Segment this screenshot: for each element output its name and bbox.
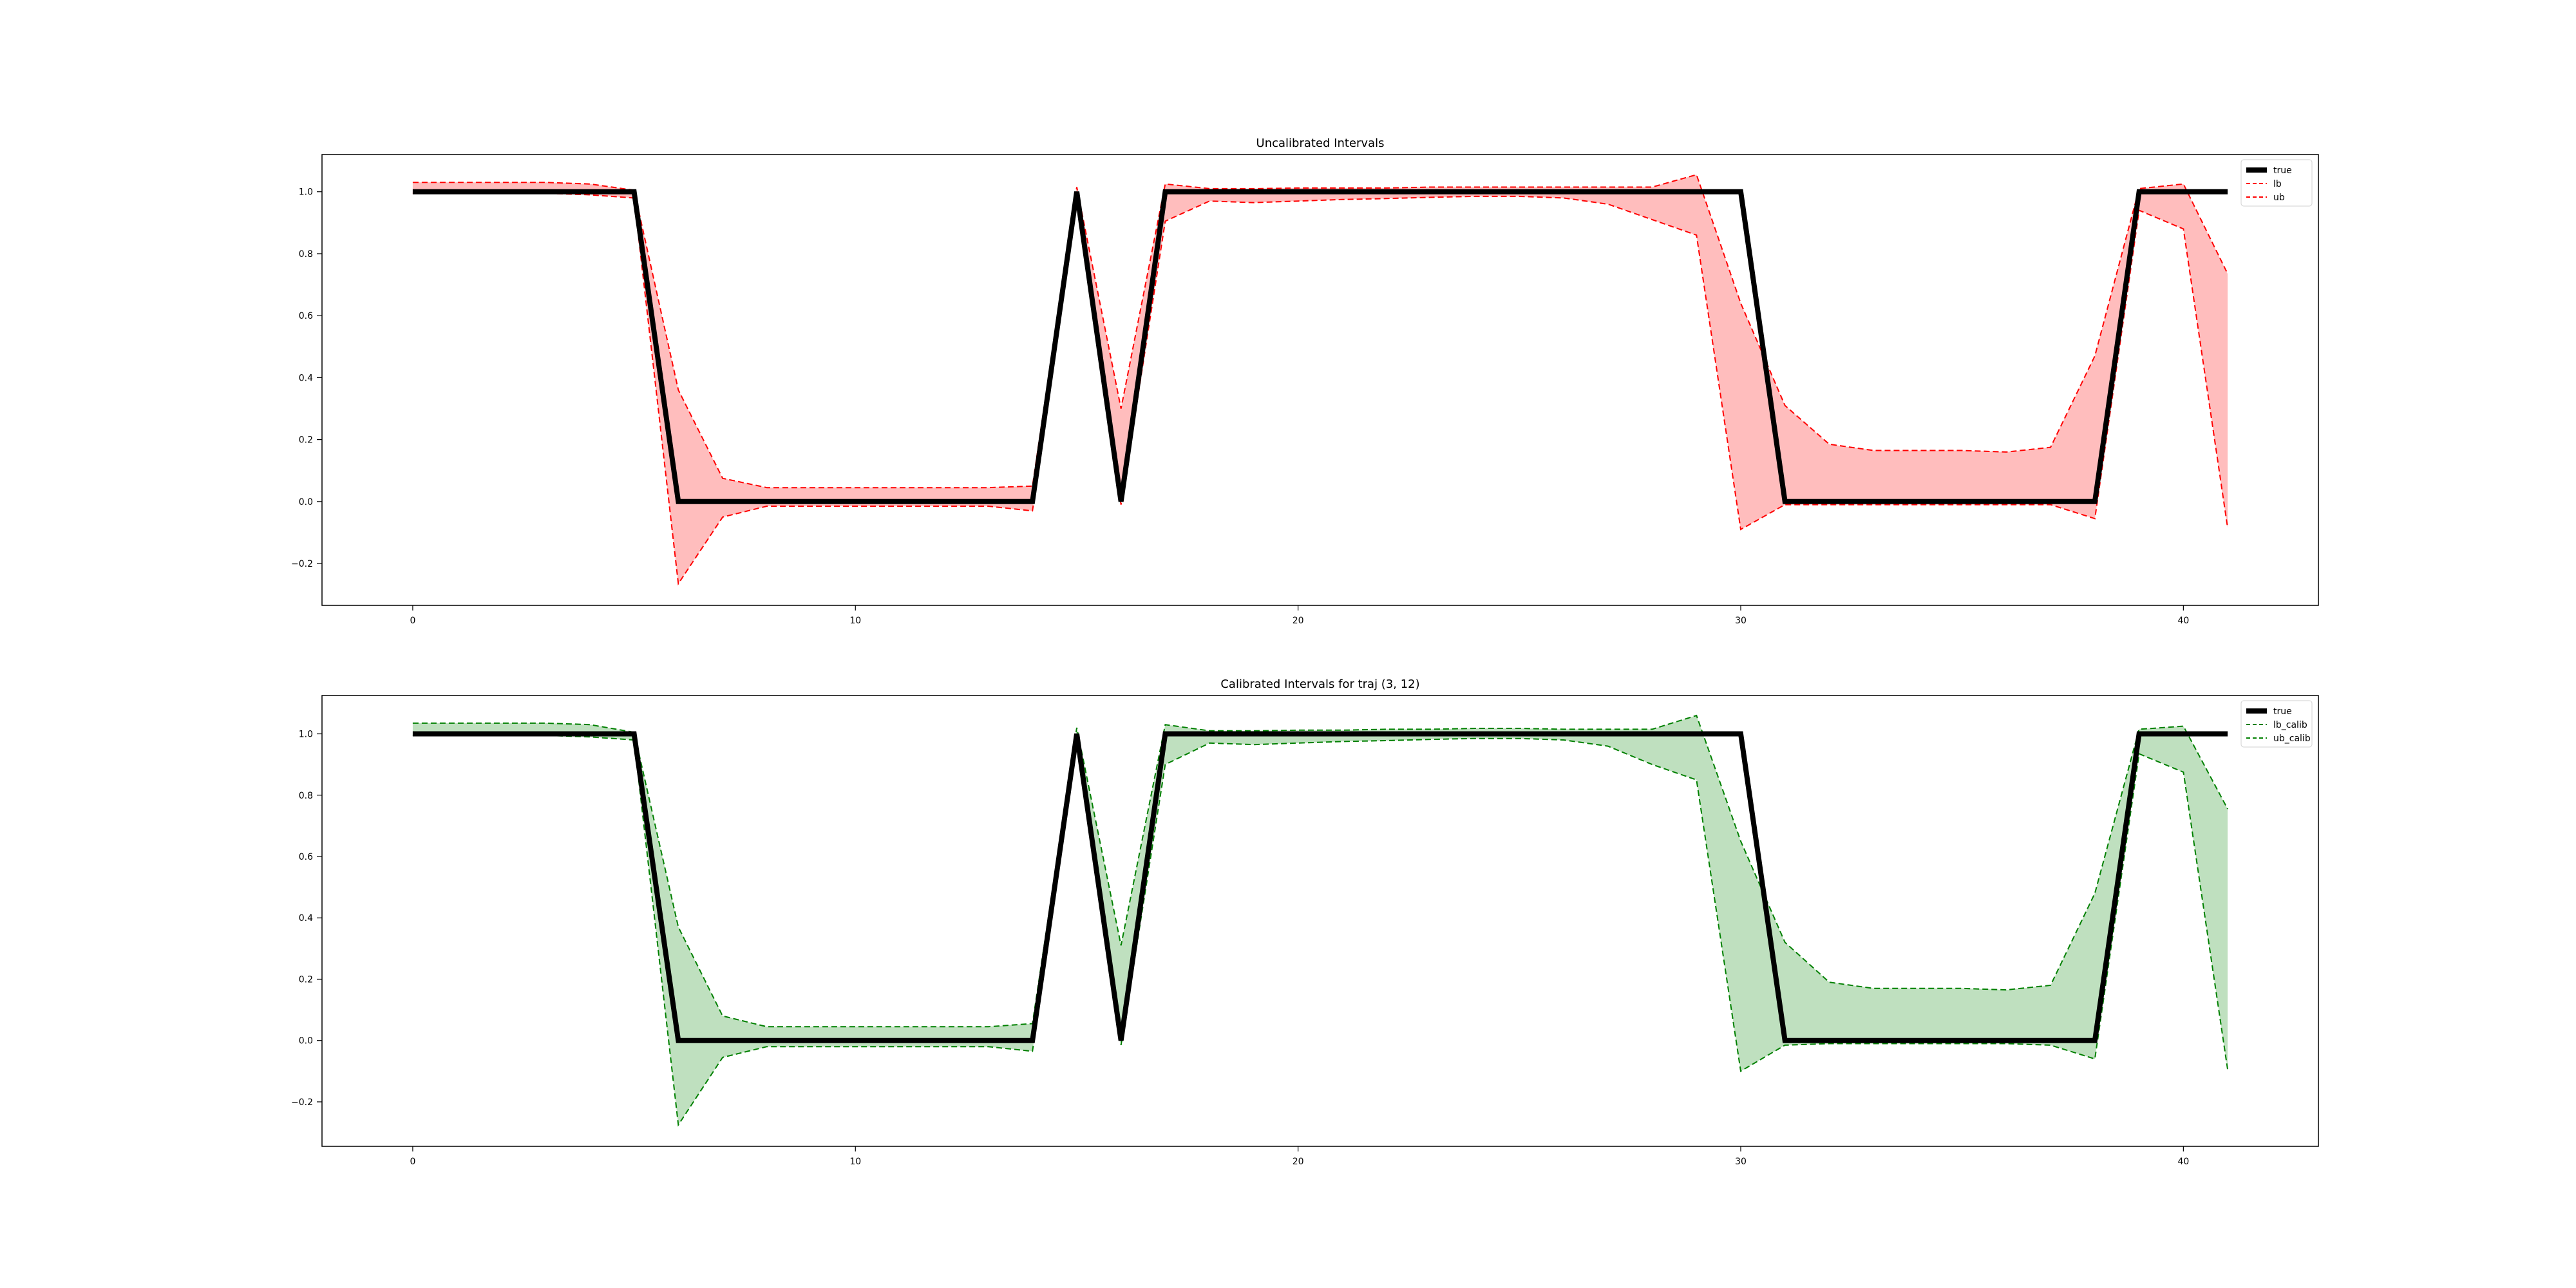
x-tick-label: 40 <box>2177 1157 2189 1167</box>
legend-label-true: true <box>2273 166 2292 176</box>
uncalibrated-intervals-chart: Uncalibrated Intervals 0 10 20 30 40 −0.2 0.0 0.… <box>291 137 2319 626</box>
y-tick-label: 1.0 <box>299 730 313 740</box>
x-tick-label: 0 <box>410 1157 415 1167</box>
axes-frame <box>321 695 2319 1147</box>
y-tick-label: −0.2 <box>291 559 313 569</box>
series-line-lb <box>412 193 2229 586</box>
y-tick-label: 0.8 <box>299 791 313 801</box>
x-tick-label: 10 <box>849 1157 861 1167</box>
y-tick-label: 0.2 <box>299 435 313 446</box>
chart-title: Calibrated Intervals for traj (3, 12) <box>1220 677 1419 691</box>
x-tick-label: 30 <box>1735 616 1747 626</box>
y-tick-label: 0.2 <box>299 974 313 985</box>
series-line-ub_calib <box>412 714 2228 1028</box>
axes-frame <box>321 154 2319 606</box>
interval-band <box>412 715 2228 1125</box>
y-tick-label: 0.6 <box>299 311 313 321</box>
y-tick-label: 0.0 <box>299 497 313 507</box>
x-tick-label: 30 <box>1735 1157 1747 1167</box>
x-tick-label: 10 <box>849 616 861 626</box>
legend-label-ub: ub <box>2273 193 2285 203</box>
legend-label-lb: lb <box>2273 179 2282 189</box>
y-tick-label: 1.0 <box>299 187 313 198</box>
interval-band <box>412 175 2228 584</box>
chart-title: Uncalibrated Intervals <box>1256 137 1385 150</box>
legend-label-ub_calib: ub_calib <box>2273 734 2311 744</box>
series-line-ub <box>412 174 2228 489</box>
series-line-lb_calib <box>412 734 2229 1127</box>
y-tick-label: 0.8 <box>299 249 313 260</box>
x-tick-label: 20 <box>1293 1157 1304 1167</box>
series-line-true <box>412 189 2228 504</box>
y-tick-label: −0.2 <box>291 1097 313 1108</box>
x-tick-label: 40 <box>2177 616 2189 626</box>
y-tick-label: 0.4 <box>299 373 313 383</box>
y-tick-label: 0.4 <box>299 913 313 923</box>
series-line-true <box>412 731 2228 1043</box>
y-tick-label: 0.0 <box>299 1036 313 1046</box>
legend-label-true: true <box>2273 706 2292 717</box>
legend-label-lb_calib: lb_calib <box>2273 720 2307 730</box>
x-tick-label: 20 <box>1293 616 1304 626</box>
calibrated-intervals-chart: Calibrated Intervals for traj (3, 12) 0 10… <box>291 677 2319 1167</box>
x-tick-label: 0 <box>410 616 415 626</box>
y-tick-label: 0.6 <box>299 852 313 862</box>
